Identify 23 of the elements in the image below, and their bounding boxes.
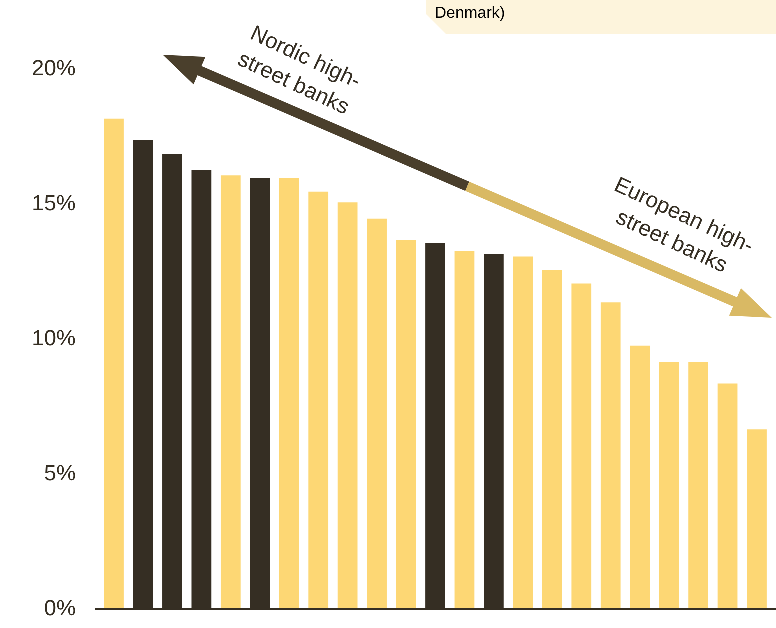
y-tick-label: 20% [32, 55, 76, 80]
bar [718, 384, 738, 608]
bar [338, 202, 358, 608]
bar [308, 192, 329, 608]
bar [396, 240, 416, 608]
bar [600, 302, 621, 608]
bar [659, 362, 680, 608]
bar [220, 176, 241, 608]
bar [367, 218, 387, 608]
y-tick-label: 15% [32, 190, 76, 216]
bar [630, 346, 650, 608]
bar [747, 430, 767, 608]
y-tick-label: 0% [44, 596, 76, 621]
bar [542, 270, 562, 608]
y-tick-label: 10% [32, 325, 76, 350]
bar [279, 178, 300, 608]
annotation: Denmark) [435, 5, 506, 22]
bar [513, 256, 534, 608]
bar [454, 251, 475, 608]
bar [688, 362, 708, 608]
y-tick-label: 5% [44, 460, 76, 486]
bar [104, 118, 124, 608]
bar [572, 284, 592, 608]
